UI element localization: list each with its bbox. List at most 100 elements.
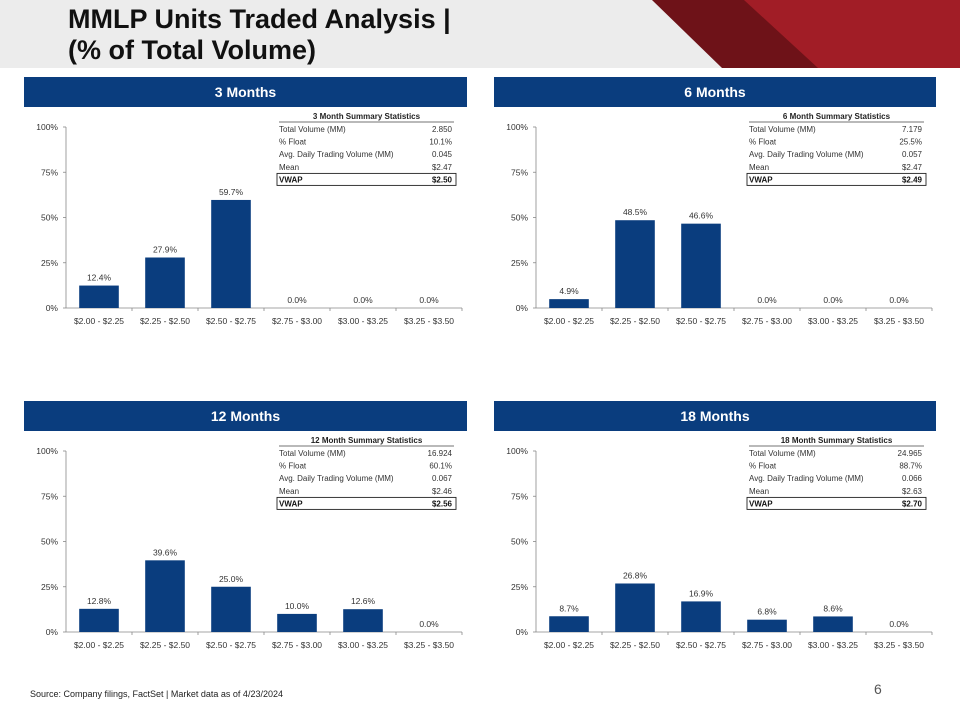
data-label: 6.8%: [757, 607, 777, 617]
data-label: 0.0%: [889, 619, 909, 629]
stats-row-label: Total Volume (MM): [749, 125, 816, 134]
category-label: $3.25 - $3.50: [874, 316, 924, 326]
stats-row-value: 24.965: [898, 449, 923, 458]
stats-row-value: $2.50: [432, 175, 453, 184]
y-tick-label: 100%: [506, 446, 528, 456]
stats-row-label: Total Volume (MM): [279, 125, 346, 134]
bar: [211, 199, 251, 308]
stats-row-label: Mean: [279, 163, 299, 172]
stats-row-value: 7.179: [902, 125, 923, 134]
data-label: 12.8%: [87, 596, 112, 606]
stats-row-label: VWAP: [749, 175, 773, 184]
category-label: $2.25 - $2.50: [140, 316, 190, 326]
bar: [681, 601, 721, 632]
stats-row-label: % Float: [749, 462, 777, 471]
bar: [615, 220, 655, 308]
category-label: $2.50 - $2.75: [676, 640, 726, 650]
category-label: $3.25 - $3.50: [404, 316, 454, 326]
y-tick-label: 50%: [511, 213, 528, 223]
category-label: $3.25 - $3.50: [874, 640, 924, 650]
data-label: 26.8%: [623, 570, 648, 580]
y-tick-label: 75%: [511, 491, 528, 501]
category-label: $2.25 - $2.50: [140, 640, 190, 650]
stats-row-label: VWAP: [749, 499, 773, 508]
y-tick-label: 25%: [41, 582, 58, 592]
data-label: 0.0%: [353, 295, 373, 305]
bar: [79, 608, 119, 632]
stats-row-value: 0.045: [432, 150, 453, 159]
data-label: 0.0%: [889, 295, 909, 305]
category-label: $3.00 - $3.25: [808, 316, 858, 326]
stats-row-label: VWAP: [279, 499, 303, 508]
category-label: $2.25 - $2.50: [610, 316, 660, 326]
data-label: 0.0%: [287, 295, 307, 305]
y-tick-label: 25%: [511, 582, 528, 592]
bar: [277, 613, 317, 632]
bar: [211, 586, 251, 632]
data-label: 0.0%: [823, 295, 843, 305]
category-label: $3.00 - $3.25: [338, 316, 388, 326]
chart-12-months: 0% 25% 50% 75% 100% 12.8% $2.00 - $2.25 39.6% $2…: [36, 436, 463, 650]
category-label: $2.00 - $2.25: [74, 640, 124, 650]
data-label: 12.4%: [87, 273, 112, 283]
category-label: $2.50 - $2.75: [676, 316, 726, 326]
category-label: $2.75 - $3.00: [742, 316, 792, 326]
data-label: 0.0%: [757, 295, 777, 305]
bar: [79, 285, 119, 308]
stats-row-label: % Float: [279, 138, 307, 147]
stats-title: 6 Month Summary Statistics: [783, 112, 891, 121]
y-tick-label: 25%: [511, 258, 528, 268]
data-label: 8.7%: [559, 603, 579, 613]
stats-row-value: $2.63: [902, 487, 923, 496]
stats-row-label: Total Volume (MM): [749, 449, 816, 458]
y-tick-label: 50%: [41, 213, 58, 223]
data-label: 46.6%: [689, 211, 714, 221]
category-label: $2.00 - $2.25: [544, 316, 594, 326]
stats-row-value: $2.49: [902, 175, 923, 184]
category-label: $2.50 - $2.75: [206, 640, 256, 650]
category-label: $2.75 - $3.00: [272, 640, 322, 650]
stats-title: 12 Month Summary Statistics: [311, 436, 423, 445]
chart-6-months: 0% 25% 50% 75% 100% 4.9% $2.00 - $2.25 48.5% $2.…: [506, 112, 933, 326]
y-tick-label: 50%: [511, 537, 528, 547]
stats-row-value: 25.5%: [899, 138, 922, 147]
data-label: 10.0%: [285, 601, 310, 611]
stats-title: 18 Month Summary Statistics: [781, 436, 893, 445]
panel-header-12-months: 12 Months: [24, 401, 467, 431]
y-tick-label: 25%: [41, 258, 58, 268]
y-tick-label: 0%: [516, 303, 529, 313]
y-tick-label: 0%: [46, 303, 59, 313]
bar: [145, 257, 185, 308]
y-tick-label: 50%: [41, 537, 58, 547]
category-label: $3.00 - $3.25: [808, 640, 858, 650]
stats-row-label: Mean: [279, 487, 299, 496]
stats-vwap-box: [276, 172, 457, 186]
stats-row-label: % Float: [749, 138, 777, 147]
data-label: 0.0%: [419, 295, 439, 305]
chart-18-months: 0% 25% 50% 75% 100% 8.7% $2.00 - $2.25 26.8% $2.…: [506, 436, 933, 650]
page-title-line-1: MMLP Units Traded Analysis |: [68, 4, 451, 34]
stats-row-value: 10.1%: [429, 138, 452, 147]
category-label: $2.00 - $2.25: [74, 316, 124, 326]
panel-header-18-months: 18 Months: [494, 401, 936, 431]
bar: [615, 583, 655, 632]
category-label: $2.25 - $2.50: [610, 640, 660, 650]
bar: [343, 609, 383, 632]
data-label: 59.7%: [219, 187, 244, 197]
stats-row-label: Total Volume (MM): [279, 449, 346, 458]
stats-vwap-box: [746, 496, 927, 510]
header-accent-graphic: [652, 0, 960, 68]
bar: [549, 299, 589, 308]
y-tick-label: 100%: [506, 122, 528, 132]
stats-row-value: $2.56: [432, 499, 453, 508]
stats-row-label: Avg. Daily Trading Volume (MM): [749, 150, 864, 159]
data-label: 39.6%: [153, 547, 178, 557]
bar: [813, 616, 853, 632]
data-label: 8.6%: [823, 603, 843, 613]
chart-3-months: 0% 25% 50% 75% 100% 12.4% $2.00 - $2.25 27.9% $2…: [36, 112, 463, 326]
y-tick-label: 100%: [36, 122, 58, 132]
stats-row-value: 88.7%: [899, 462, 922, 471]
header-band: MMLP Units Traded Analysis | (% of Total…: [0, 0, 960, 68]
y-tick-label: 0%: [46, 627, 59, 637]
stats-row-label: Avg. Daily Trading Volume (MM): [279, 150, 394, 159]
